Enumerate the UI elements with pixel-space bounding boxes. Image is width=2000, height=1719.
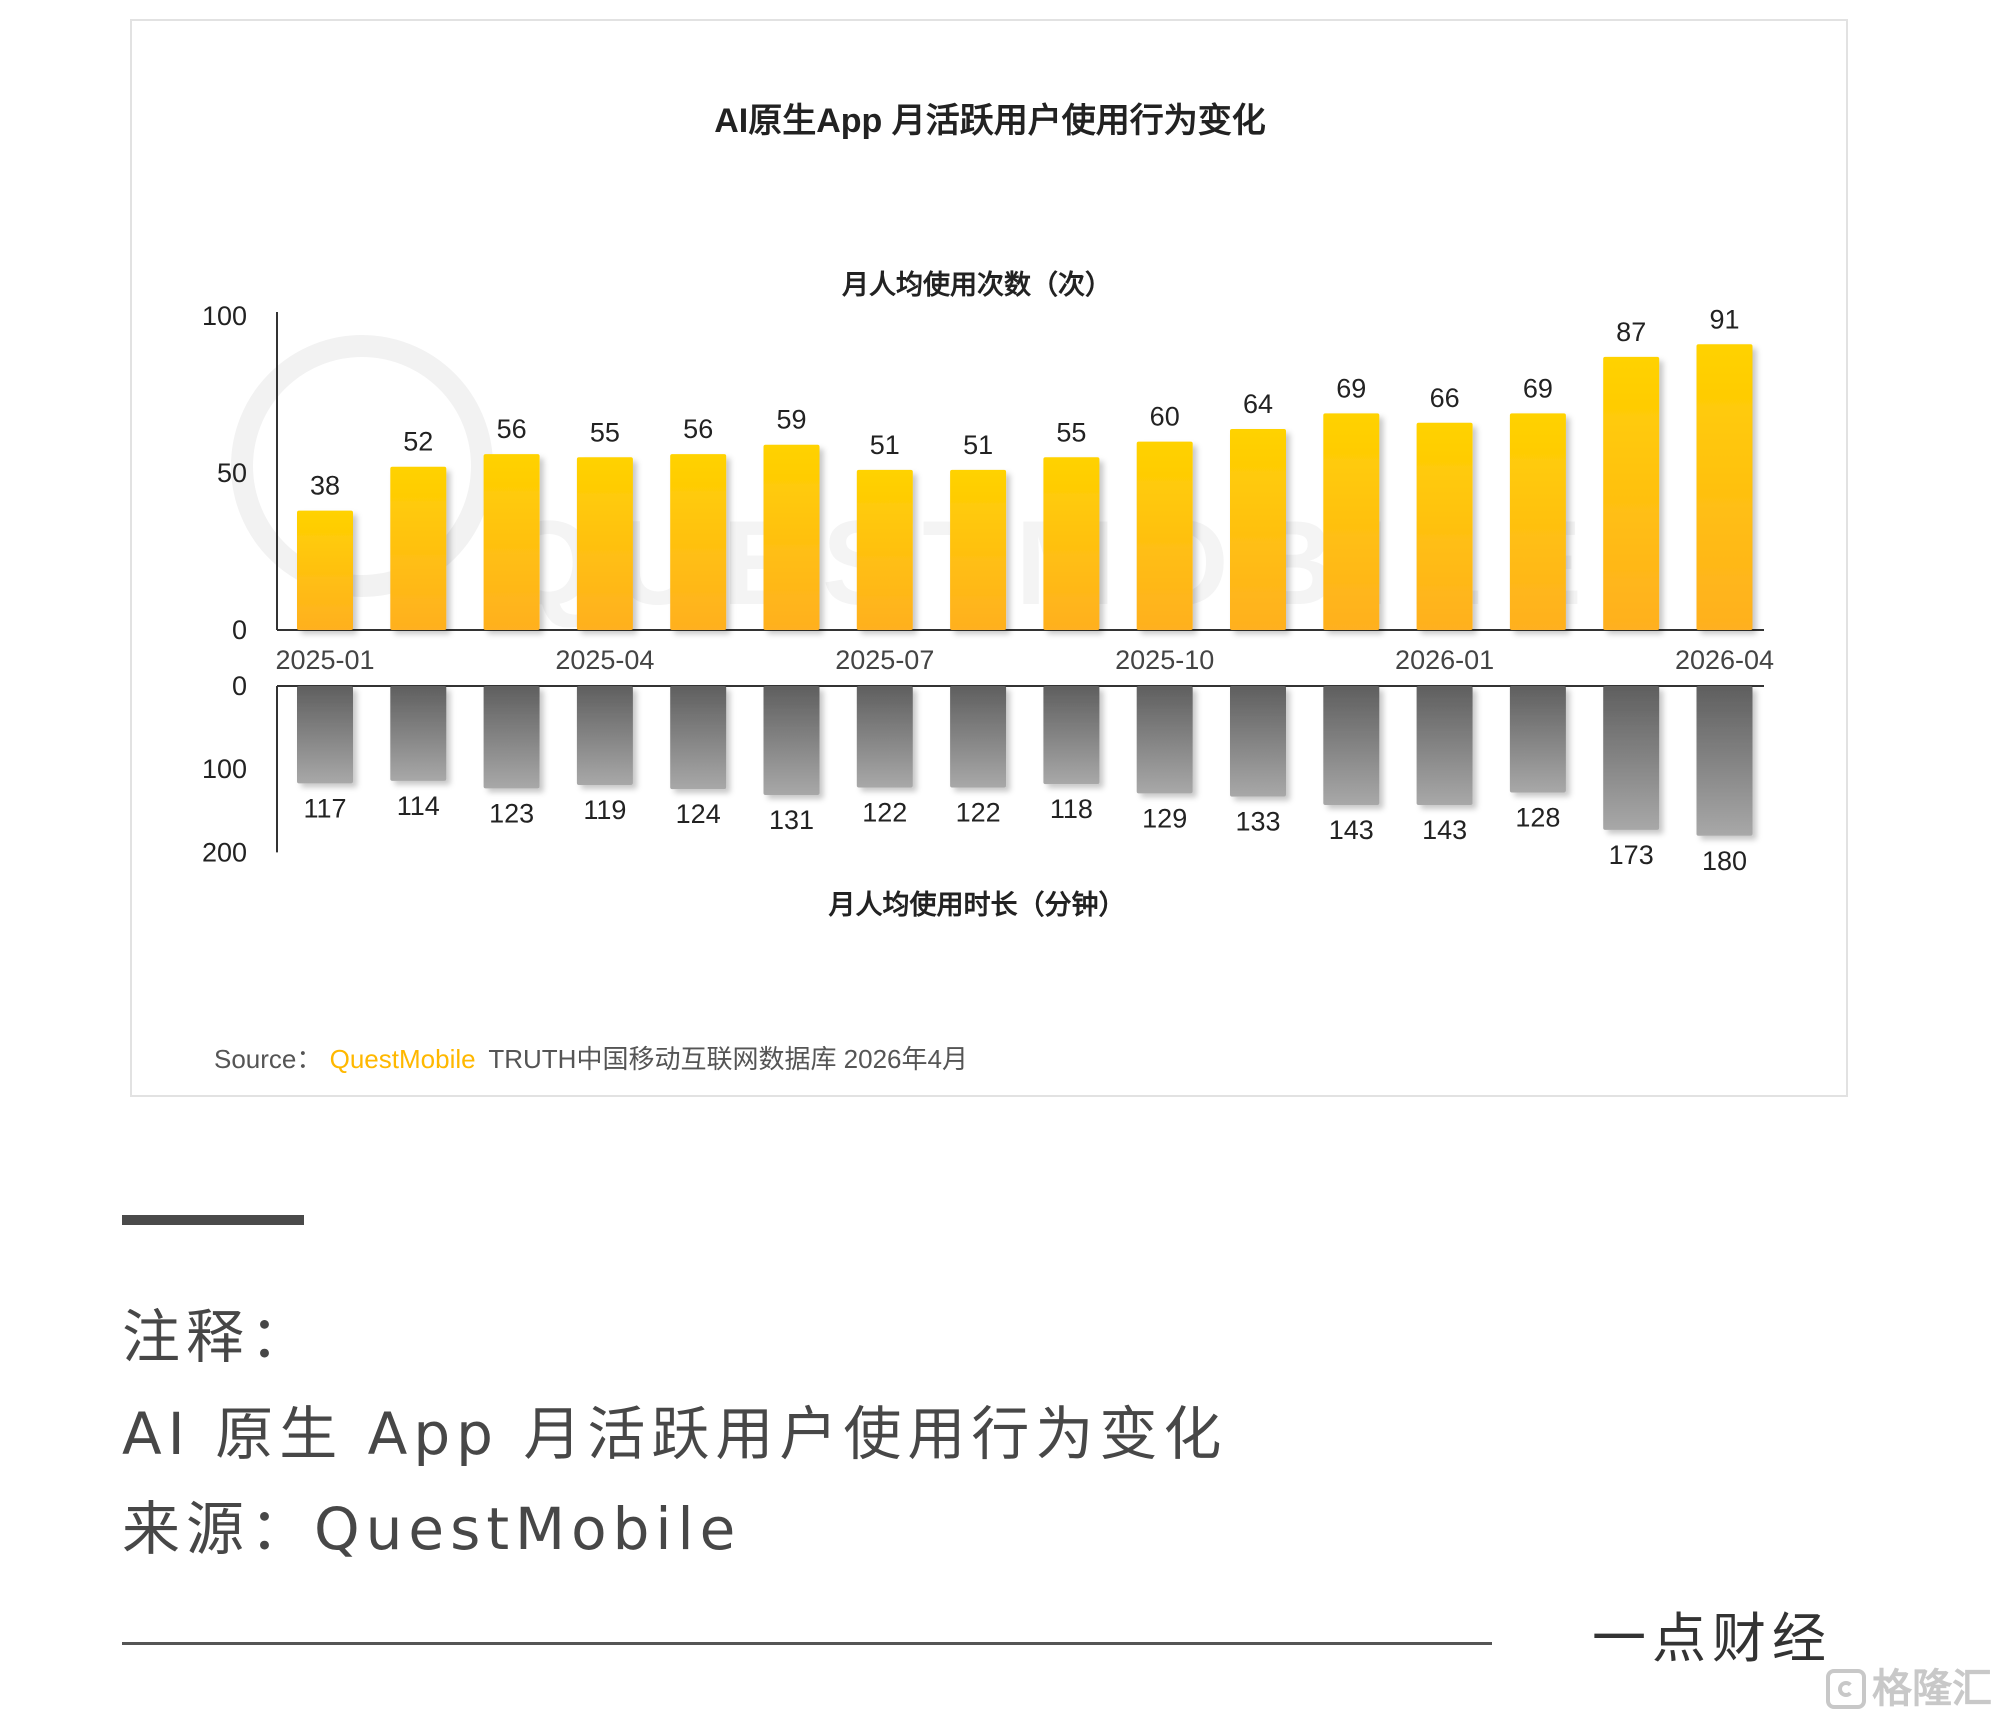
source-brand: QuestMobile (330, 1044, 476, 1074)
g-logo-icon (1826, 1669, 1866, 1709)
upper-bar-value-label: 51 (963, 430, 993, 460)
chart-title: AI原生App 月活跃用户使用行为变化 (714, 102, 1266, 140)
notes-divider (122, 1215, 304, 1225)
lower-bar-value-label: 143 (1329, 815, 1374, 845)
lower-bar-value-label: 128 (1515, 802, 1560, 832)
lower-bar (1603, 686, 1660, 830)
upper-bar (950, 469, 1007, 630)
lower-bar (483, 686, 540, 789)
upper-bar (1696, 344, 1753, 630)
upper-series-label: 月人均使用次数（次） (841, 270, 1112, 300)
upper-y-tick-label: 50 (217, 458, 247, 488)
lower-bar (1416, 686, 1473, 805)
source-prefix: Source： (214, 1044, 322, 1074)
upper-bar-value-label: 52 (403, 427, 433, 457)
upper-bar-value-label: 60 (1150, 402, 1180, 432)
lower-y-tick-label: 0 (232, 671, 247, 701)
upper-bar (670, 454, 727, 630)
lower-bar (950, 686, 1007, 788)
lower-bar (1043, 686, 1100, 785)
lower-y-tick-label: 100 (202, 754, 247, 784)
lower-bar (576, 686, 633, 786)
upper-bar-value-label: 66 (1430, 383, 1460, 413)
watermark-ring (231, 335, 493, 597)
upper-bar (1416, 422, 1473, 630)
upper-bar-value-label: 51 (870, 430, 900, 460)
upper-bar-value-label: 69 (1336, 373, 1366, 403)
gelonghui-watermark: 格隆汇 (1826, 1664, 1992, 1714)
upper-bar-value-label: 56 (497, 414, 527, 444)
x-tick-label: 2026-01 (1395, 645, 1494, 675)
x-tick-label: 2025-04 (555, 645, 654, 675)
upper-bar (483, 454, 540, 630)
x-tick-label: 2025-10 (1115, 645, 1214, 675)
upper-bar (1509, 413, 1566, 630)
upper-y-tick-label: 100 (202, 301, 247, 331)
lower-bar-value-label: 131 (769, 805, 814, 835)
lower-bar (1696, 686, 1753, 836)
upper-bar-value-label: 64 (1243, 389, 1273, 419)
lower-bar (856, 686, 913, 788)
upper-bar (763, 444, 820, 630)
upper-bar (1603, 356, 1660, 630)
lower-bars: 117 114 123 119 124 131 122 122 118 129 133 143 143 1… (297, 686, 1753, 876)
lower-bar-value-label: 122 (956, 798, 1001, 828)
notes-source: 来源：QuestMobile (122, 1495, 742, 1563)
upper-bars: 38 52 56 55 56 59 51 51 55 60 64 69 66 69 87 91 (297, 304, 1753, 630)
footer-divider (122, 1642, 1492, 1645)
upper-bar-value-label: 56 (683, 414, 713, 444)
lower-bar-value-label: 173 (1609, 840, 1654, 870)
x-axis-ticks: 2025-01 2025-04 2025-07 2025-10 2026-01 2026-… (275, 645, 1774, 675)
lower-bar (390, 686, 447, 781)
lower-bar (1509, 686, 1566, 793)
notes-description: AI 原生 App 月活跃用户使用行为变化 (122, 1400, 1228, 1468)
notes-heading: 注释： (122, 1303, 315, 1371)
upper-bar-value-label: 59 (776, 405, 806, 435)
upper-bar-value-label: 91 (1709, 304, 1739, 334)
lower-bar (670, 686, 727, 790)
lower-bar (1323, 686, 1380, 805)
chart-card: QUESTMOBILE AI原生App 月活跃用户使用行为变化 月人均使用次数（… (130, 19, 1848, 1097)
lower-bar-value-label: 143 (1422, 815, 1467, 845)
lower-bar-value-label: 117 (303, 793, 346, 823)
lower-bar (763, 686, 820, 795)
upper-bar (576, 457, 633, 630)
lower-bar (1136, 686, 1193, 794)
upper-y-tick-label: 0 (232, 615, 247, 645)
upper-bar (1230, 429, 1286, 630)
source-text: TRUTH中国移动互联网数据库 2026年4月 (488, 1044, 968, 1074)
lower-bar (297, 686, 353, 784)
upper-bar-value-label: 55 (590, 417, 620, 447)
upper-bar-value-label: 55 (1056, 417, 1086, 447)
x-tick-label: 2025-07 (835, 645, 934, 675)
x-tick-label: 2025-01 (275, 645, 374, 675)
lower-bar-value-label: 123 (489, 798, 534, 828)
x-tick-label: 2026-04 (1675, 645, 1774, 675)
source-line: Source： QuestMobile TRUTH中国移动互联网数据库 2026… (214, 1044, 968, 1074)
lower-series-label: 月人均使用时长（分钟） (828, 890, 1126, 920)
upper-bar (1323, 413, 1380, 630)
lower-y-tick-label: 200 (202, 837, 247, 867)
lower-bar-value-label: 124 (676, 799, 721, 829)
upper-bar-value-label: 38 (310, 471, 340, 501)
upper-bar (390, 466, 447, 630)
watermark-text: 格隆汇 (1872, 1666, 1992, 1712)
lower-bar-value-label: 114 (397, 791, 440, 821)
upper-bar-value-label: 69 (1523, 373, 1553, 403)
lower-bar (1230, 686, 1286, 797)
footer-brand: 一点财经 (1592, 1607, 1832, 1670)
lower-bar-value-label: 122 (862, 798, 907, 828)
chart-canvas: QUESTMOBILE AI原生App 月活跃用户使用行为变化 月人均使用次数（… (202, 102, 1774, 1074)
upper-bar (856, 469, 913, 630)
upper-bar (1136, 441, 1193, 630)
upper-bar (297, 510, 353, 630)
lower-bar-value-label: 180 (1702, 846, 1747, 876)
upper-bar (1043, 457, 1100, 630)
lower-bar-value-label: 118 (1050, 794, 1093, 824)
lower-bar-value-label: 133 (1235, 807, 1280, 837)
upper-bar-value-label: 87 (1616, 317, 1646, 347)
lower-bar-value-label: 119 (583, 795, 626, 825)
lower-bar-value-label: 129 (1142, 803, 1187, 833)
